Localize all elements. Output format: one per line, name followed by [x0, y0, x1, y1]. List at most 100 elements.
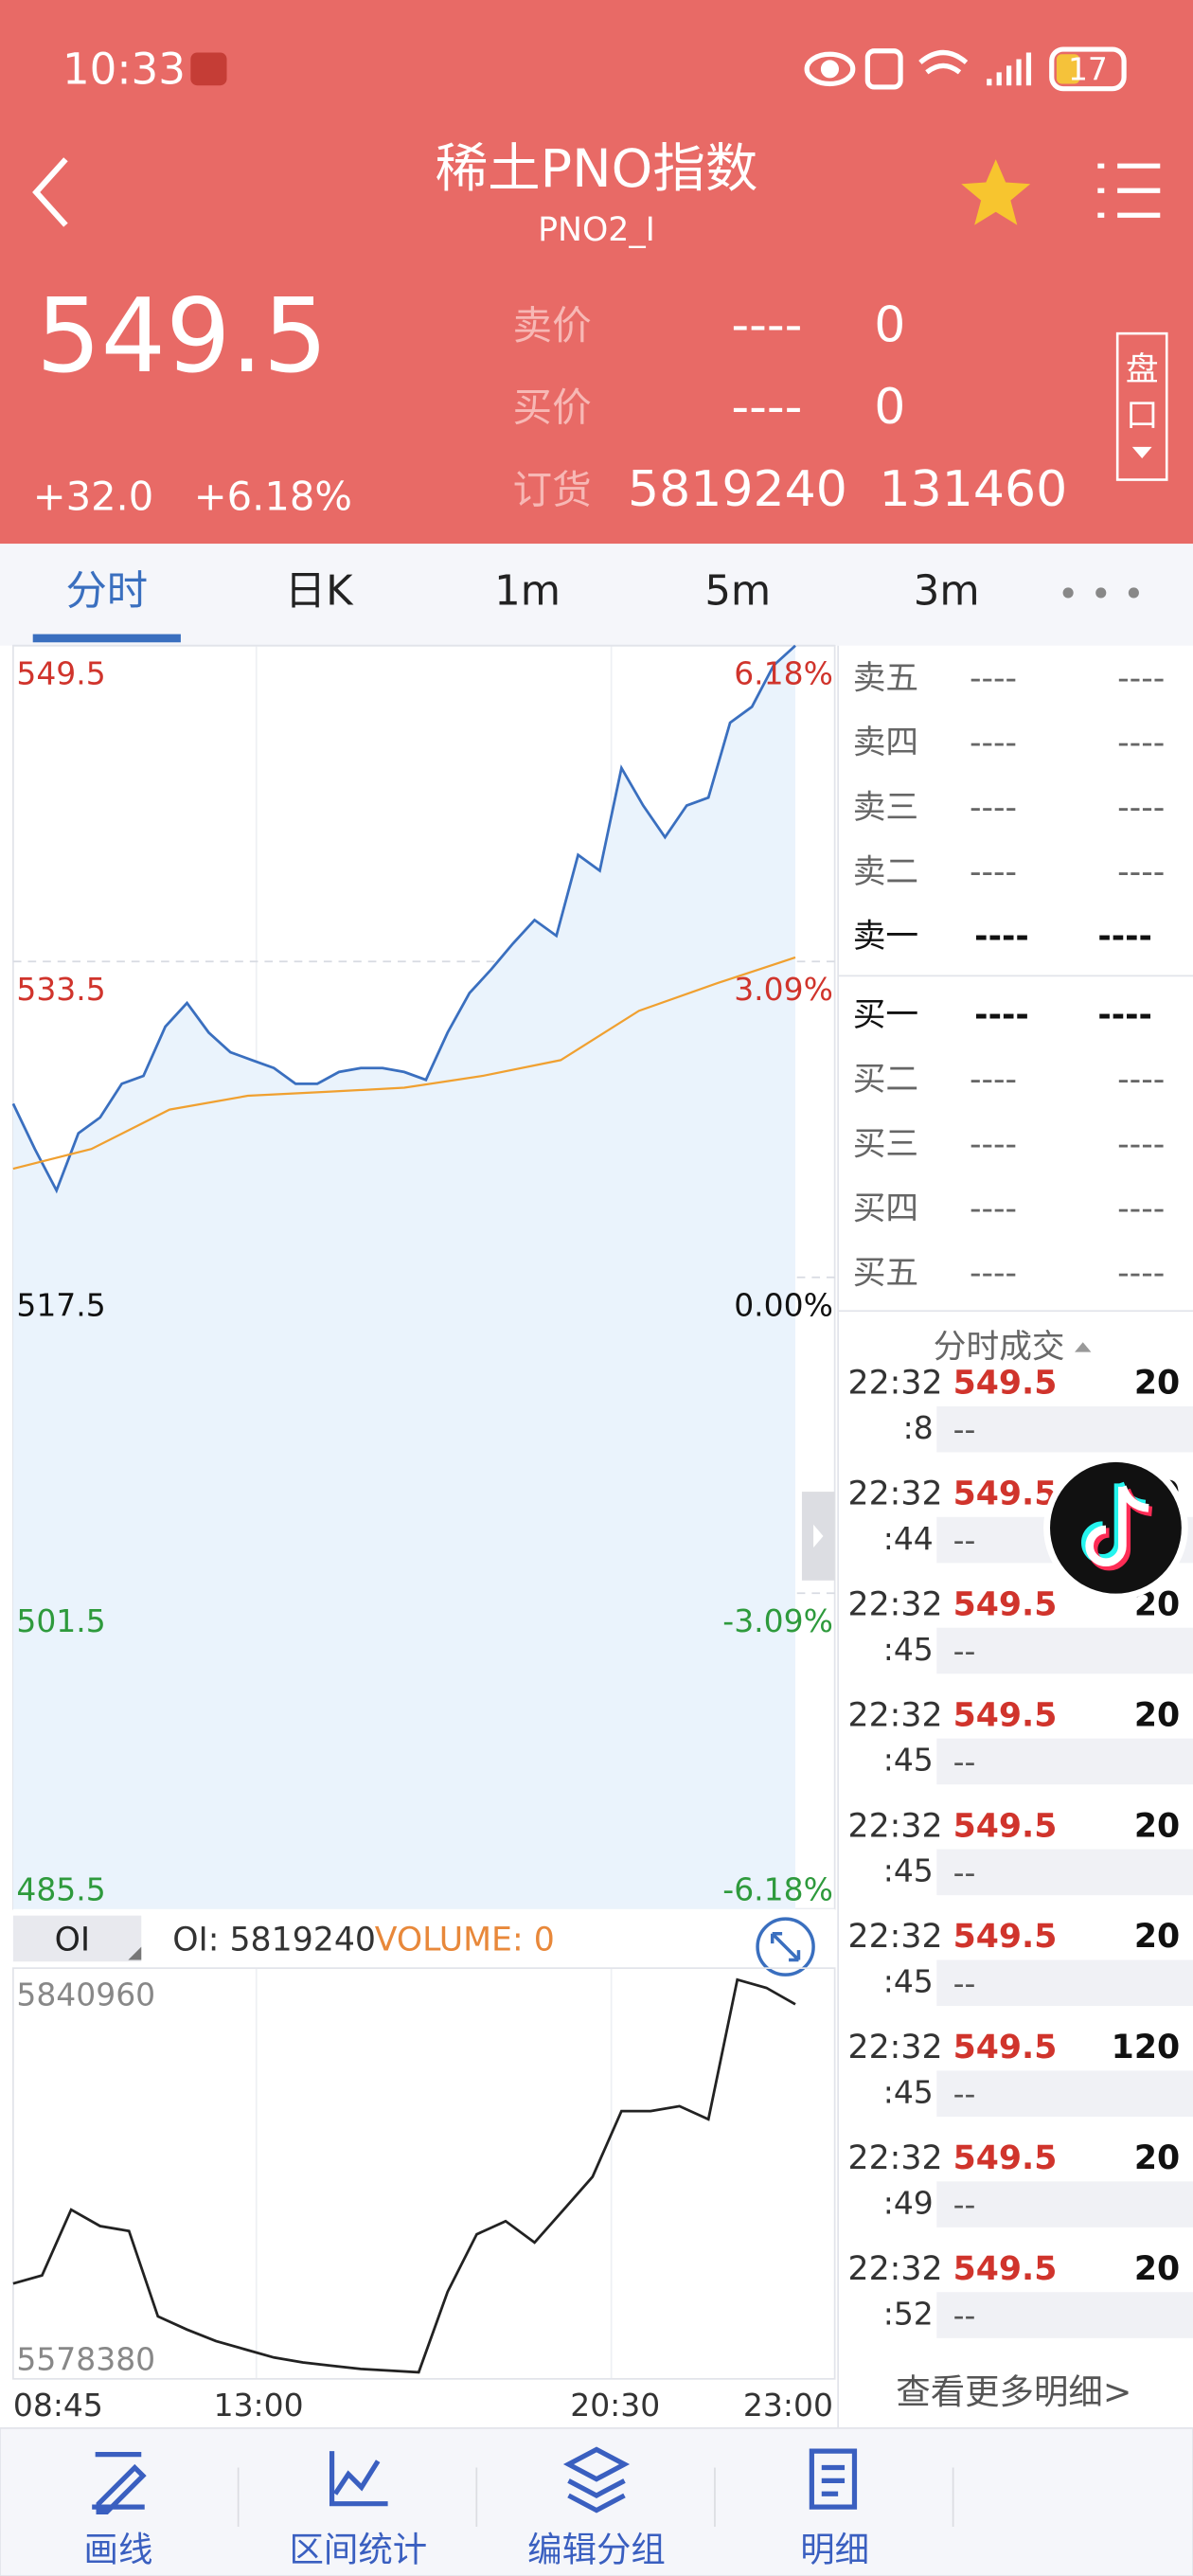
x-tick-label: 08:45	[13, 2387, 103, 2424]
trade-volume: 20	[1134, 1696, 1180, 1734]
book-volume: ----	[1117, 789, 1165, 827]
indicator-corner	[128, 1946, 142, 1960]
oi-tick-label: 5840960	[16, 1976, 155, 2012]
price-area	[12, 645, 796, 1909]
trade-band	[936, 2070, 1193, 2117]
book-volume: ----	[1097, 996, 1152, 1034]
trade-detail: --	[953, 2186, 976, 2223]
book-label: 卖五	[853, 659, 918, 697]
trade-second: :45	[883, 1631, 934, 1668]
change: +32.0	[33, 473, 154, 519]
back-button[interactable]	[32, 157, 68, 227]
trade-time: 22:32	[848, 1585, 943, 1623]
book-price: ----	[970, 853, 1017, 891]
tab[interactable]: 分时	[65, 567, 148, 615]
quote-label: 卖价	[512, 302, 591, 349]
trade-detail: --	[953, 1522, 976, 1559]
book-volume: ----	[1117, 1255, 1165, 1293]
title: 稀土PNO指数	[436, 138, 758, 200]
bottom-nav	[0, 2427, 1193, 2576]
side-button[interactable]	[1115, 331, 1168, 481]
y2-tick-label: -6.18%	[722, 1870, 833, 1907]
book-label: 卖二	[853, 853, 918, 891]
book-price: ----	[970, 659, 1017, 697]
book-price: ----	[970, 789, 1017, 827]
trade-volume: 120	[1112, 2029, 1180, 2066]
expand-button[interactable]	[756, 1917, 815, 1977]
trade-detail: --	[953, 1411, 976, 1448]
trade-second: :49	[883, 2184, 934, 2221]
subtitle: PNO2_I	[538, 211, 655, 249]
tab-indicator	[32, 634, 181, 643]
trade-detail: --	[953, 1853, 976, 1890]
tab[interactable]: 日K	[285, 567, 354, 615]
trade-second: :45	[883, 1742, 934, 1779]
trade-band	[936, 1849, 1193, 1896]
quote-price: ----	[731, 296, 802, 353]
handle-arrow	[813, 1524, 824, 1548]
series-line	[12, 956, 796, 1171]
oi-tick-label: 5578380	[16, 2341, 155, 2378]
book-label: 卖四	[853, 724, 918, 762]
header-bg	[0, 0, 1193, 545]
book-volume: ----	[1117, 853, 1165, 891]
trade-second: :52	[883, 2295, 934, 2332]
series-line	[11, 644, 796, 1194]
book-price: ----	[974, 918, 1029, 956]
status-icon	[190, 52, 227, 86]
quote-label: 买价	[512, 385, 591, 431]
book-price: ----	[970, 724, 1017, 762]
trade-detail: --	[953, 1633, 976, 1670]
book-price: ----	[970, 1190, 1017, 1228]
floating-app-icon[interactable]	[1043, 1455, 1188, 1601]
trade-price: 549.5	[953, 1585, 1058, 1623]
tab[interactable]: 1m	[494, 567, 561, 615]
book-label: 买四	[853, 1190, 918, 1228]
nav-label[interactable]: 画线	[84, 2530, 153, 2570]
indicator-button-text[interactable]: OI	[55, 1922, 91, 1959]
book-price: ----	[970, 1061, 1017, 1099]
quote-volume: 131460	[880, 461, 1068, 518]
trade-time: 22:32	[848, 1918, 943, 1956]
y-tick-label: 517.5	[16, 1287, 105, 1324]
x-tick-label: 23:00	[743, 2387, 833, 2424]
nav-separators	[237, 2467, 954, 2527]
book-volume: ----	[1117, 1061, 1165, 1099]
nav-label[interactable]: 区间统计	[289, 2530, 427, 2570]
indicator-button[interactable]	[12, 1915, 142, 1962]
book-label: 卖一	[853, 918, 918, 956]
trade-band	[936, 2181, 1193, 2227]
menu-button[interactable]	[1097, 163, 1161, 218]
series-line	[12, 1977, 796, 2374]
trade-second: :45	[883, 1963, 934, 2000]
trade-price: 549.5	[953, 2250, 1058, 2288]
quote-label: 订货	[512, 466, 591, 512]
more-details[interactable]: 查看更多明细>	[896, 2371, 1131, 2412]
trade-detail: --	[953, 1743, 976, 1780]
book-price: ----	[974, 996, 1029, 1034]
trade-second: :45	[883, 1852, 934, 1889]
y2-tick-label: 6.18%	[734, 655, 833, 692]
favorite-star[interactable]	[961, 159, 1031, 225]
nav-label[interactable]: 明细	[800, 2530, 869, 2570]
tab[interactable]: 5m	[704, 567, 771, 615]
trade-band	[936, 1959, 1193, 2007]
tab[interactable]: 3m	[914, 567, 980, 615]
trades-title[interactable]: 分时成交	[934, 1328, 1065, 1366]
trade-band	[936, 1627, 1193, 1674]
side-button-text[interactable]: 盘口	[1126, 350, 1159, 435]
oi-frame	[12, 1967, 836, 2380]
nav-icons	[92, 2446, 858, 2514]
trade-price: 549.5	[953, 1476, 1058, 1513]
y-tick-label: 485.5	[16, 1870, 105, 1907]
tab-bar	[0, 544, 1193, 646]
nav-label[interactable]: 编辑分组	[527, 2530, 666, 2570]
book-volume: ----	[1117, 1125, 1165, 1163]
more-tabs[interactable]: • • •	[1058, 574, 1145, 616]
book-volume: ----	[1117, 659, 1165, 697]
trade-second: :45	[883, 2073, 934, 2110]
trade-band	[936, 2292, 1193, 2338]
trade-time: 22:32	[848, 1696, 943, 1734]
trade-price: 549.5	[953, 2139, 1058, 2177]
